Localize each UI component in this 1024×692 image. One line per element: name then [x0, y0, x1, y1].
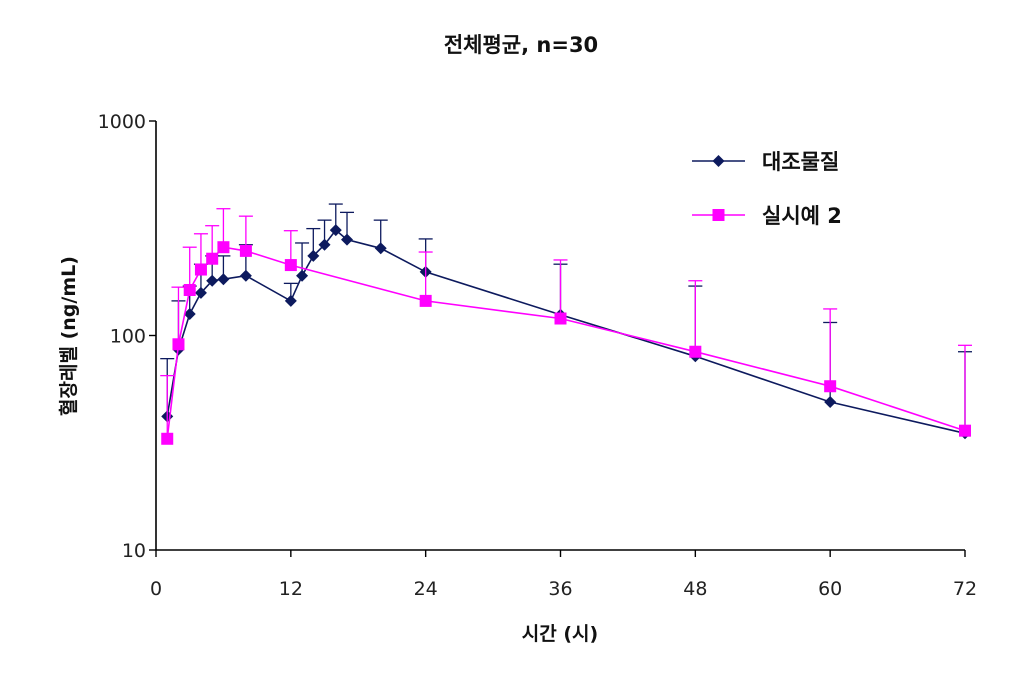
legend-marker — [713, 155, 725, 167]
series-2 — [160, 209, 972, 445]
y-axis-label: 혈장레벨 (ng/mL) — [57, 256, 80, 416]
data-point — [240, 270, 252, 282]
series-layer — [160, 204, 972, 445]
legend: 대조물질실시예 2 — [692, 150, 842, 228]
series-line — [167, 247, 965, 439]
data-point — [240, 245, 252, 257]
legend-label: 실시예 2 — [762, 204, 842, 228]
data-point — [285, 259, 297, 271]
data-point — [285, 295, 297, 307]
data-point — [184, 284, 196, 296]
x-tick-label: 48 — [683, 578, 707, 600]
data-point — [420, 295, 432, 307]
axes: 10 100 1000 0 12 24 36 48 60 72 — [98, 111, 977, 600]
data-point — [824, 396, 836, 408]
legend-marker — [713, 209, 725, 221]
x-tick-label: 24 — [414, 578, 438, 600]
data-point — [161, 433, 173, 445]
x-tick-label: 0 — [150, 578, 162, 600]
chart-title: 전체평균, n=30 — [444, 33, 598, 57]
data-point — [195, 264, 207, 276]
data-point — [689, 346, 701, 358]
data-point — [172, 338, 184, 350]
x-tick-label: 36 — [548, 578, 572, 600]
x-tick-label: 60 — [818, 578, 842, 600]
data-point — [375, 242, 387, 254]
data-point — [217, 273, 229, 285]
data-point — [555, 313, 567, 325]
legend-label: 대조물질 — [762, 150, 839, 174]
data-point — [824, 380, 836, 392]
data-point — [296, 270, 308, 282]
y-tick-label: 1000 — [98, 111, 146, 133]
x-tick-label: 12 — [279, 578, 303, 600]
x-tick-label: 72 — [953, 578, 977, 600]
y-tick-label: 10 — [122, 540, 146, 562]
data-point — [959, 425, 971, 437]
y-tick-label: 100 — [110, 326, 146, 348]
data-point — [217, 241, 229, 253]
data-point — [206, 253, 218, 265]
x-axis-label: 시간 (시) — [522, 623, 598, 645]
